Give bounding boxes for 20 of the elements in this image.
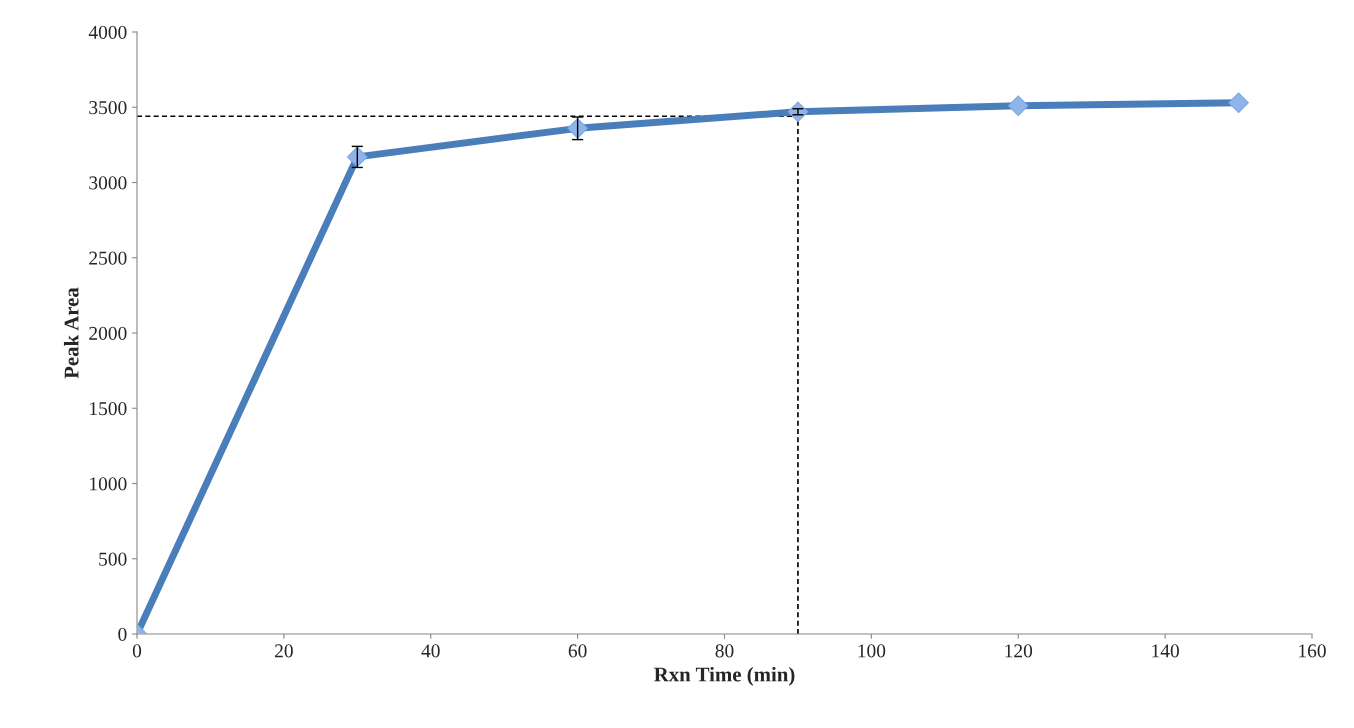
y-tick-label: 2500 xyxy=(89,251,127,265)
x-tick-label: 140 xyxy=(1152,644,1179,658)
x-tick-label: 120 xyxy=(1005,644,1033,658)
y-tick-label: 1000 xyxy=(90,477,127,491)
x-tick-label: 40 xyxy=(421,644,440,658)
x-tick-label: 0 xyxy=(132,644,142,658)
x-tick-label: 60 xyxy=(568,644,587,658)
x-axis-title: Rxn Time (min) xyxy=(654,666,795,686)
y-tick-label: 0 xyxy=(118,627,127,641)
x-tick-label: 80 xyxy=(715,644,734,658)
x-tick-label: 100 xyxy=(858,644,886,658)
x-tick-label: 20 xyxy=(275,644,293,658)
y-tick-label: 500 xyxy=(99,552,127,566)
y-tick-label: 3500 xyxy=(89,101,127,115)
y-tick-label: 2000 xyxy=(89,326,127,340)
x-tick-label: 160 xyxy=(1299,644,1326,658)
y-tick-label: 1500 xyxy=(90,402,127,416)
y-tick-label: 3000 xyxy=(89,176,127,190)
y-axis-title: Peak Area xyxy=(63,287,79,379)
y-tick-label: 4000 xyxy=(88,25,127,39)
